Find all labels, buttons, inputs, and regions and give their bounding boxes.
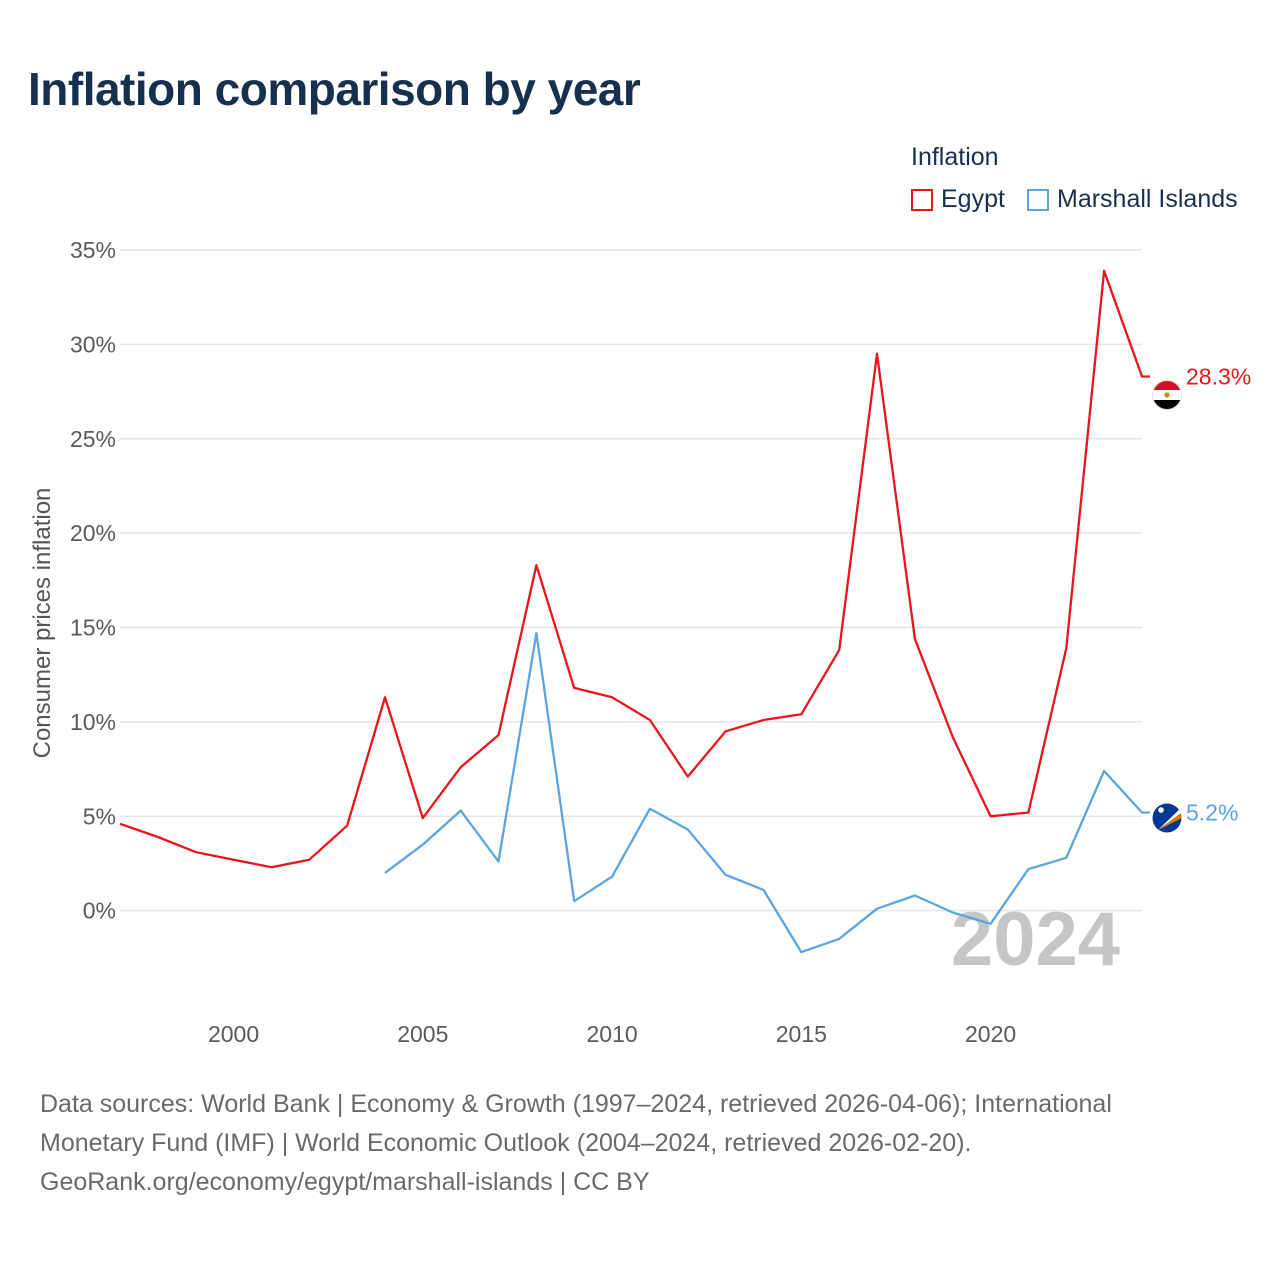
y-tick-label: 0% [83,898,116,924]
data-point-marshall-islands[interactable] [382,870,388,876]
data-point-marshall-islands[interactable] [950,910,956,916]
year-watermark: 2024 [951,897,1120,982]
data-point-egypt[interactable] [798,711,804,717]
legend-item-marshall-islands[interactable]: Marshall Islands [1027,185,1238,214]
x-tick-label: 2005 [397,1021,448,1047]
data-point-egypt[interactable] [761,717,767,723]
y-tick-label: 30% [70,331,116,357]
data-point-marshall-islands[interactable] [1025,866,1031,872]
data-point-marshall-islands[interactable] [609,874,615,880]
end-label-marshall-islands: 5.2% [1186,799,1238,825]
chart-title: Inflation comparison by year [28,63,641,115]
legend-item-egypt[interactable]: Egypt [911,185,1005,214]
data-point-marshall-islands[interactable] [420,842,426,848]
data-point-marshall-islands[interactable] [496,859,502,865]
data-point-egypt[interactable] [155,834,161,840]
data-point-marshall-islands[interactable] [1101,768,1107,774]
legend-label-egypt: Egypt [941,185,1005,213]
data-point-egypt[interactable] [836,647,842,653]
data-point-marshall-islands[interactable] [988,921,994,927]
data-point-marshall-islands[interactable] [1139,810,1145,816]
data-point-marshall-islands[interactable] [571,898,577,904]
y-tick-label: 10% [70,709,116,735]
x-tick-label: 2010 [586,1021,637,1047]
x-tick-label: 2020 [965,1021,1016,1047]
data-point-egypt[interactable] [533,562,539,568]
legend-swatch-marshall-islands [1027,188,1049,211]
data-point-marshall-islands[interactable] [685,827,691,833]
data-point-marshall-islands[interactable] [458,808,464,814]
data-point-egypt[interactable] [306,857,312,863]
x-tick-label: 2015 [776,1021,827,1047]
data-point-marshall-islands[interactable] [836,936,842,942]
y-tick-label: 15% [70,615,116,641]
data-point-marshall-islands[interactable] [1063,855,1069,861]
footer-line-2: Monetary Fund (IMF) | World Economic Out… [40,1129,972,1157]
data-point-egypt[interactable] [231,857,237,863]
data-point-egypt[interactable] [344,823,350,829]
data-point-egypt[interactable] [609,694,615,700]
legend-label-marshall-islands: Marshall Islands [1057,185,1238,213]
y-tick-label: 25% [70,426,116,452]
data-point-marshall-islands[interactable] [761,887,767,893]
data-point-marshall-islands[interactable] [647,806,653,812]
series-line-marshall-islands[interactable] [384,632,1150,954]
y-tick-label: 35% [70,237,116,263]
egypt-flag-icon [1152,380,1182,410]
y-tick-label: 20% [70,520,116,546]
data-point-marshall-islands[interactable] [533,630,539,636]
data-point-egypt[interactable] [117,821,123,827]
data-point-marshall-islands[interactable] [798,949,804,955]
data-point-egypt[interactable] [458,764,464,770]
data-point-marshall-islands[interactable] [912,893,918,899]
data-point-egypt[interactable] [988,813,994,819]
series-line-egypt[interactable] [119,269,1150,869]
data-sources-footer: Data sources: World Bank | Economy & Gro… [40,1085,1240,1202]
marshall-islands-flag-icon [1152,803,1182,833]
data-point-egypt[interactable] [571,685,577,691]
legend-swatch-egypt [911,188,933,211]
x-tick-label: 2000 [208,1021,259,1047]
data-point-egypt[interactable] [1139,374,1145,380]
data-point-egypt[interactable] [647,717,653,723]
data-point-egypt[interactable] [685,774,691,780]
data-point-egypt[interactable] [912,636,918,642]
y-axis-label: Consumer prices inflation [29,488,56,759]
data-point-egypt[interactable] [420,815,426,821]
data-point-egypt[interactable] [1101,268,1107,274]
footer-line-3[interactable]: GeoRank.org/economy/egypt/marshall-islan… [40,1168,650,1196]
data-point-egypt[interactable] [1063,645,1069,651]
data-point-egypt[interactable] [382,694,388,700]
legend-title: Inflation [911,143,999,171]
footer-line-1: Data sources: World Bank | Economy & Gro… [40,1090,1112,1118]
data-point-egypt[interactable] [950,734,956,740]
data-point-egypt[interactable] [193,849,199,855]
data-point-egypt[interactable] [1025,810,1031,816]
data-point-marshall-islands[interactable] [723,872,729,878]
data-point-egypt[interactable] [723,728,729,734]
y-tick-label: 5% [83,803,116,829]
line-chart: 0% 5% 10% 15% 20% 25% 30% 35% 2000 2005 2010 2015 2… [29,237,1251,1047]
data-point-marshall-islands[interactable] [874,906,880,912]
data-point-egypt[interactable] [874,351,880,357]
data-point-egypt[interactable] [496,732,502,738]
data-point-egypt[interactable] [268,864,274,870]
end-label-egypt: 28.3% [1186,363,1251,389]
